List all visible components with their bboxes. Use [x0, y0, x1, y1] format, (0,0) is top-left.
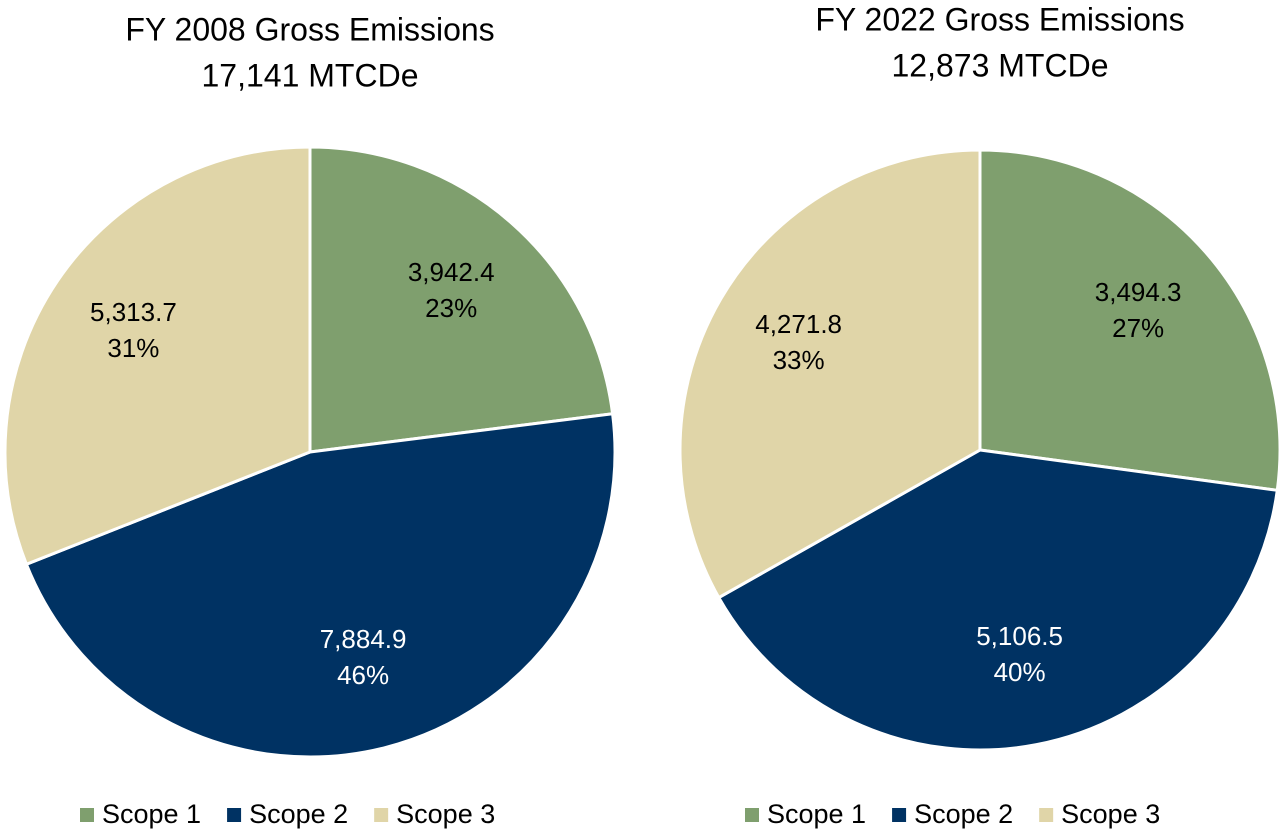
chart-subtitle: 12,873 MTCDe	[892, 47, 1109, 83]
data-label-value: 3,494.3	[1095, 277, 1182, 307]
data-label-value: 7,884.9	[320, 624, 407, 654]
legend-label: Scope 3	[1061, 799, 1160, 829]
legend-swatch	[892, 808, 907, 822]
data-label-value: 3,942.4	[408, 257, 495, 287]
data-label: 4,271.8 33%	[755, 309, 842, 375]
data-label-percent: 31%	[107, 333, 159, 363]
data-label-percent: 33%	[773, 345, 825, 375]
legend-swatch	[745, 808, 759, 822]
legend-swatch	[1039, 808, 1054, 822]
data-label: 7,884.9 46%	[320, 624, 407, 690]
data-label-percent: 23%	[425, 293, 477, 323]
legend-swatch	[374, 808, 389, 822]
data-label-percent: 27%	[1112, 313, 1164, 343]
legend-label: Scope 2	[249, 799, 348, 829]
data-label: 5,313.7 31%	[90, 297, 177, 363]
chart-title: FY 2008 Gross Emissions	[125, 11, 494, 47]
legend-swatch	[80, 808, 94, 822]
chart-title: FY 2022 Gross Emissions	[815, 1, 1184, 37]
legend-label: Scope 1	[767, 799, 866, 829]
pie-slice	[978, 148, 1282, 493]
chart-subtitle: 17,141 MTCDe	[202, 57, 419, 93]
pie-slice	[24, 412, 617, 759]
data-label-value: 4,271.8	[755, 309, 842, 339]
pie-slice	[308, 145, 615, 454]
pie-slice	[3, 145, 312, 567]
legend-label: Scope 3	[396, 799, 495, 829]
data-label-percent: 40%	[994, 657, 1046, 687]
data-label: 3,494.3 27%	[1095, 277, 1182, 343]
data-label: 5,106.5 40%	[976, 621, 1063, 687]
legend-swatch	[227, 808, 242, 822]
legend-label: Scope 1	[102, 799, 201, 829]
data-label-value: 5,313.7	[90, 297, 177, 327]
pie-slice	[678, 148, 982, 600]
data-label: 3,942.4 23%	[408, 257, 495, 323]
data-label-value: 5,106.5	[976, 621, 1063, 651]
legend-label: Scope 2	[914, 799, 1013, 829]
data-label-percent: 46%	[337, 660, 389, 690]
pie-slice	[716, 448, 1279, 752]
